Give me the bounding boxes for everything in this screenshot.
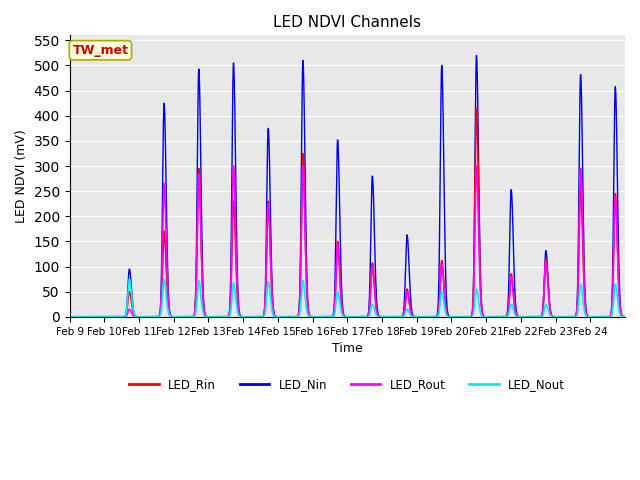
- LED_Nout: [132, 314, 140, 320]
- LED_Rout: [132, 314, 140, 320]
- LED_Nin: [66, 314, 74, 320]
- LED_Nin: [152, 314, 160, 320]
- LED_Rin: [503, 313, 511, 319]
- LED_Nin: [132, 314, 140, 320]
- Line: LED_Nin: LED_Nin: [70, 56, 625, 317]
- LED_Rout: [209, 314, 217, 320]
- Line: LED_Rout: LED_Rout: [70, 166, 625, 317]
- LED_Rout: [230, 163, 237, 169]
- LED_Rin: [209, 314, 217, 320]
- LED_Nout: [621, 314, 629, 320]
- Legend: LED_Rin, LED_Nin, LED_Rout, LED_Nout: LED_Rin, LED_Nin, LED_Rout, LED_Nout: [125, 373, 570, 396]
- LED_Rout: [503, 313, 511, 319]
- Line: LED_Nout: LED_Nout: [70, 279, 625, 317]
- LED_Rin: [215, 314, 223, 320]
- LED_Nin: [215, 314, 223, 320]
- LED_Rin: [472, 106, 480, 111]
- LED_Nout: [125, 276, 133, 282]
- LED_Rin: [132, 314, 140, 320]
- LED_Rin: [115, 314, 123, 320]
- Title: LED NDVI Channels: LED NDVI Channels: [273, 15, 421, 30]
- LED_Rout: [215, 314, 223, 320]
- LED_Rout: [152, 314, 160, 320]
- Text: TW_met: TW_met: [72, 44, 129, 57]
- LED_Nin: [621, 314, 629, 320]
- LED_Nout: [115, 314, 123, 320]
- LED_Nout: [215, 314, 223, 320]
- Line: LED_Rin: LED_Rin: [70, 108, 625, 317]
- LED_Rin: [66, 314, 74, 320]
- LED_Nin: [115, 314, 123, 320]
- LED_Nin: [503, 311, 511, 317]
- LED_Rin: [152, 314, 160, 320]
- LED_Rout: [621, 314, 629, 320]
- LED_Nin: [472, 53, 480, 59]
- LED_Nin: [209, 314, 217, 320]
- LED_Rout: [115, 314, 123, 320]
- LED_Nout: [66, 314, 74, 320]
- LED_Rout: [66, 314, 74, 320]
- X-axis label: Time: Time: [332, 342, 363, 355]
- LED_Nout: [209, 314, 217, 320]
- LED_Nout: [152, 314, 160, 320]
- LED_Rin: [621, 314, 629, 320]
- Y-axis label: LED NDVI (mV): LED NDVI (mV): [15, 129, 28, 223]
- LED_Nout: [503, 313, 511, 319]
